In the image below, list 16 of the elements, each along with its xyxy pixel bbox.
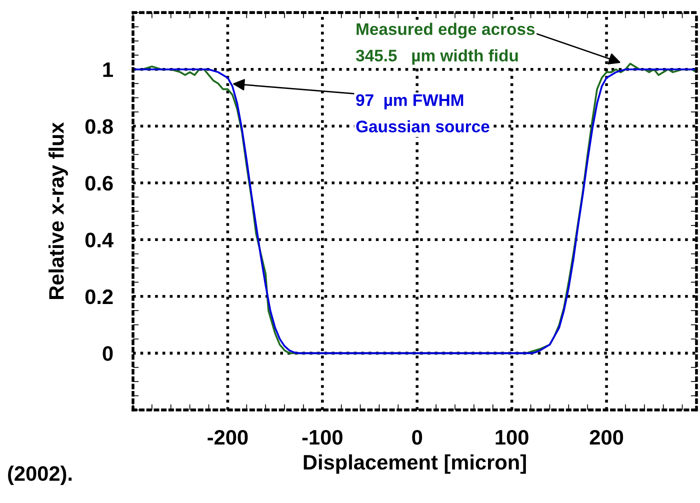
- x-axis-title: Displacement [micron]: [304, 454, 526, 474]
- y-tick-label: 0: [102, 346, 113, 361]
- text: (2002).: [8, 466, 72, 486]
- y-tick-label: 0.2: [85, 289, 113, 304]
- annotation: Measured edge across 345.5 µm width fidu: [356, 22, 535, 65]
- x-tick-label: -200: [208, 430, 248, 445]
- annotation: 97 µm FWHM Gaussian source: [356, 94, 490, 132]
- x-tick-label: -100: [302, 430, 342, 445]
- x-tick-label: 0: [412, 430, 422, 445]
- y-tick-label: 0.6: [85, 176, 113, 191]
- y-tick-label: 1: [103, 62, 113, 77]
- y-tick-label: 0.8: [85, 119, 113, 134]
- x-tick-label: 200: [590, 430, 624, 445]
- x-tick-label: 100: [496, 430, 528, 445]
- y-axis-title: Relative x-ray flux: [48, 122, 68, 300]
- y-tick-label: 0.4: [85, 232, 114, 248]
